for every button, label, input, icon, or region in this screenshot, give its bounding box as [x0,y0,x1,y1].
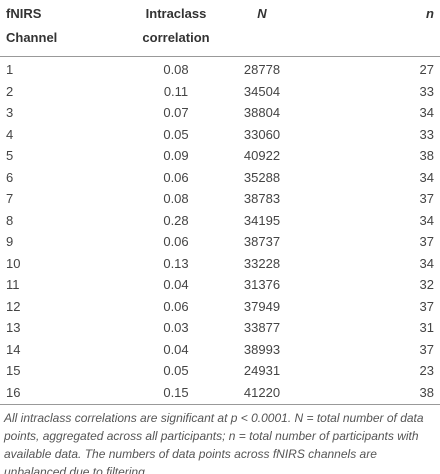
table-cell: 0.08 [163,62,189,77]
table-cell: 0.15 [163,384,189,400]
table-cell: 0.05 [163,363,189,378]
table-cell: 34 [419,212,434,228]
table-cell: 14 [6,341,21,357]
table-cell: 38804 [243,105,281,120]
column-header: correlation [142,30,210,45]
table-cell: 5 [6,148,14,163]
table-cell: 33877 [243,320,281,335]
table-cell: 8 [6,212,14,228]
table-cell: 37 [419,341,434,357]
table-cell: 38993 [243,341,281,357]
table-cell: 0.06 [163,298,189,314]
table-cell: 10 [6,255,21,271]
table-cell: 38737 [243,234,281,249]
table-cell: 12 [6,298,21,314]
table-cell: 32 [419,277,434,292]
column-header: n [426,6,434,21]
table-cell: 34195 [243,212,281,228]
table-cell: 31376 [243,277,281,292]
table-cell: 33 [419,83,434,99]
table-cell: 33 [419,126,434,142]
column-header: N [257,6,267,21]
table-cell: 4 [6,126,14,142]
table-cell: 0.09 [163,148,189,163]
table-cell: 35288 [243,169,281,185]
table-cell: 11 [6,277,20,292]
bottom-rule [0,404,440,405]
footnote: All intraclass correlations are signific… [4,411,424,474]
table-cell: 37949 [243,298,281,314]
table-cell: 38 [419,148,434,163]
table-cell: 37 [419,298,434,314]
table-cell: 7 [6,191,14,206]
table-cell: 38783 [243,191,281,206]
table-cell: 38 [419,384,434,400]
table-cell: 2 [6,83,14,99]
table-cell: 0.08 [163,191,189,206]
table-cell: 34 [419,255,434,271]
table-cell: 37 [419,234,434,249]
table-cell: 1 [6,62,14,77]
table-cell: 0.07 [163,105,189,120]
header-rule [0,56,440,57]
table-cell: 0.05 [163,126,189,142]
table-cell: 0.04 [163,341,189,357]
table-cell: 0.03 [163,320,189,335]
table-cell: 15 [6,363,21,378]
table-cell: 9 [6,234,14,249]
column-header: Channel [6,30,58,45]
table-cell: 34504 [243,83,281,99]
table-cell: 27 [419,62,434,77]
table-cell: 41220 [243,384,281,400]
table-cell: 13 [6,320,21,335]
table-cell: 16 [6,384,21,400]
table-cell: 34 [419,169,434,185]
table-cell: 0.13 [163,255,189,271]
table-cell: 33060 [243,126,281,142]
column-header: fNIRS [6,6,42,21]
table-cell: 23 [419,363,434,378]
table-cell: 31 [419,320,434,335]
table-cell: 6 [6,169,14,185]
table-cell: 0.28 [163,212,189,228]
table-cell: 0.06 [163,169,189,185]
table-cell: 0.11 [163,83,189,99]
table-cell: 28778 [243,62,281,77]
table-cell: 34 [419,105,434,120]
table-cell: 24931 [243,363,281,378]
table-cell: 0.04 [163,277,189,292]
column-header: Intraclass [145,6,207,21]
table-cell: 33228 [243,255,281,271]
table-cell: 3 [6,105,14,120]
table-cell: 40922 [243,148,281,163]
table-cell: 37 [419,191,434,206]
table-cell: 0.06 [163,234,189,249]
